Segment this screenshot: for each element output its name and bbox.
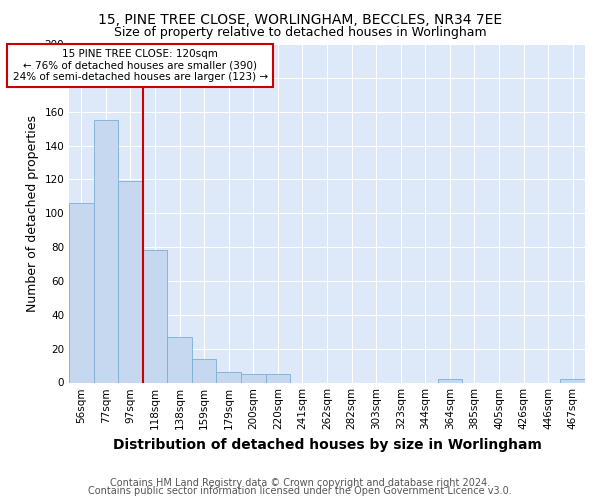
Text: Size of property relative to detached houses in Worlingham: Size of property relative to detached ho…: [113, 26, 487, 39]
Bar: [266, 374, 290, 382]
Y-axis label: Number of detached properties: Number of detached properties: [26, 115, 39, 312]
Bar: [437, 379, 462, 382]
X-axis label: Distribution of detached houses by size in Worlingham: Distribution of detached houses by size …: [113, 438, 541, 452]
Text: Contains public sector information licensed under the Open Government Licence v3: Contains public sector information licen…: [88, 486, 512, 496]
Bar: [94, 120, 118, 382]
Bar: [69, 203, 94, 382]
Bar: [217, 372, 241, 382]
Text: 15 PINE TREE CLOSE: 120sqm
← 76% of detached houses are smaller (390)
24% of sem: 15 PINE TREE CLOSE: 120sqm ← 76% of deta…: [13, 49, 268, 82]
Bar: [560, 379, 585, 382]
Text: Contains HM Land Registry data © Crown copyright and database right 2024.: Contains HM Land Registry data © Crown c…: [110, 478, 490, 488]
Bar: [167, 337, 192, 382]
Bar: [143, 250, 167, 382]
Bar: [118, 181, 143, 382]
Bar: [241, 374, 266, 382]
Bar: [192, 359, 217, 382]
Text: 15, PINE TREE CLOSE, WORLINGHAM, BECCLES, NR34 7EE: 15, PINE TREE CLOSE, WORLINGHAM, BECCLES…: [98, 12, 502, 26]
